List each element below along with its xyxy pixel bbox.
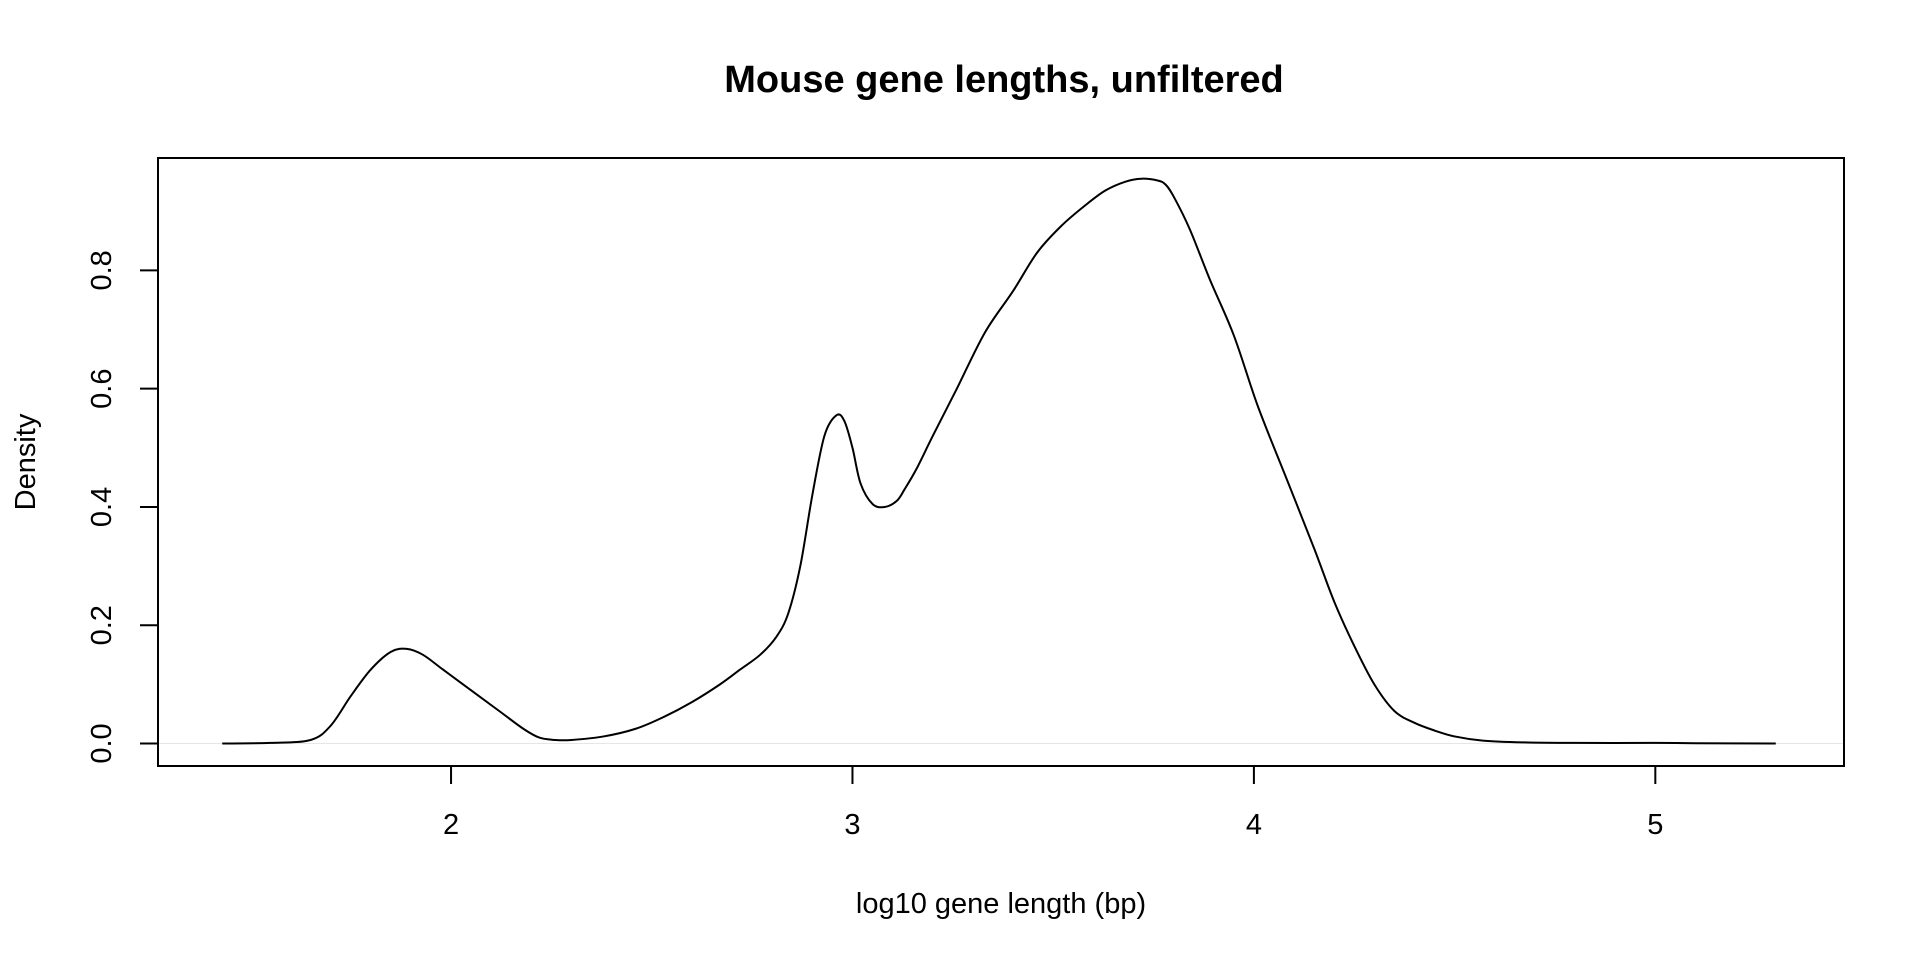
y-tick-label: 0.6 xyxy=(86,368,118,408)
y-axis-label: Density xyxy=(10,413,42,510)
y-tick-label: 0.0 xyxy=(86,723,118,763)
y-tick-label: 0.4 xyxy=(86,487,118,527)
x-axis: 2 3 4 5 xyxy=(443,765,1663,841)
x-tick-label: 2 xyxy=(443,809,459,841)
y-axis: 0.0 0.2 0.4 0.6 0.8 xyxy=(86,250,159,764)
y-tick-label: 0.8 xyxy=(86,250,118,290)
y-tick-label: 0.2 xyxy=(86,605,118,645)
x-axis-label: log10 gene length (bp) xyxy=(856,888,1146,920)
x-tick-label: 4 xyxy=(1246,809,1262,841)
x-tick-label: 3 xyxy=(844,809,860,841)
x-tick-label: 5 xyxy=(1647,809,1663,841)
density-curve xyxy=(222,177,1776,745)
chart-title: Mouse gene lengths, unfiltered xyxy=(724,59,1284,101)
